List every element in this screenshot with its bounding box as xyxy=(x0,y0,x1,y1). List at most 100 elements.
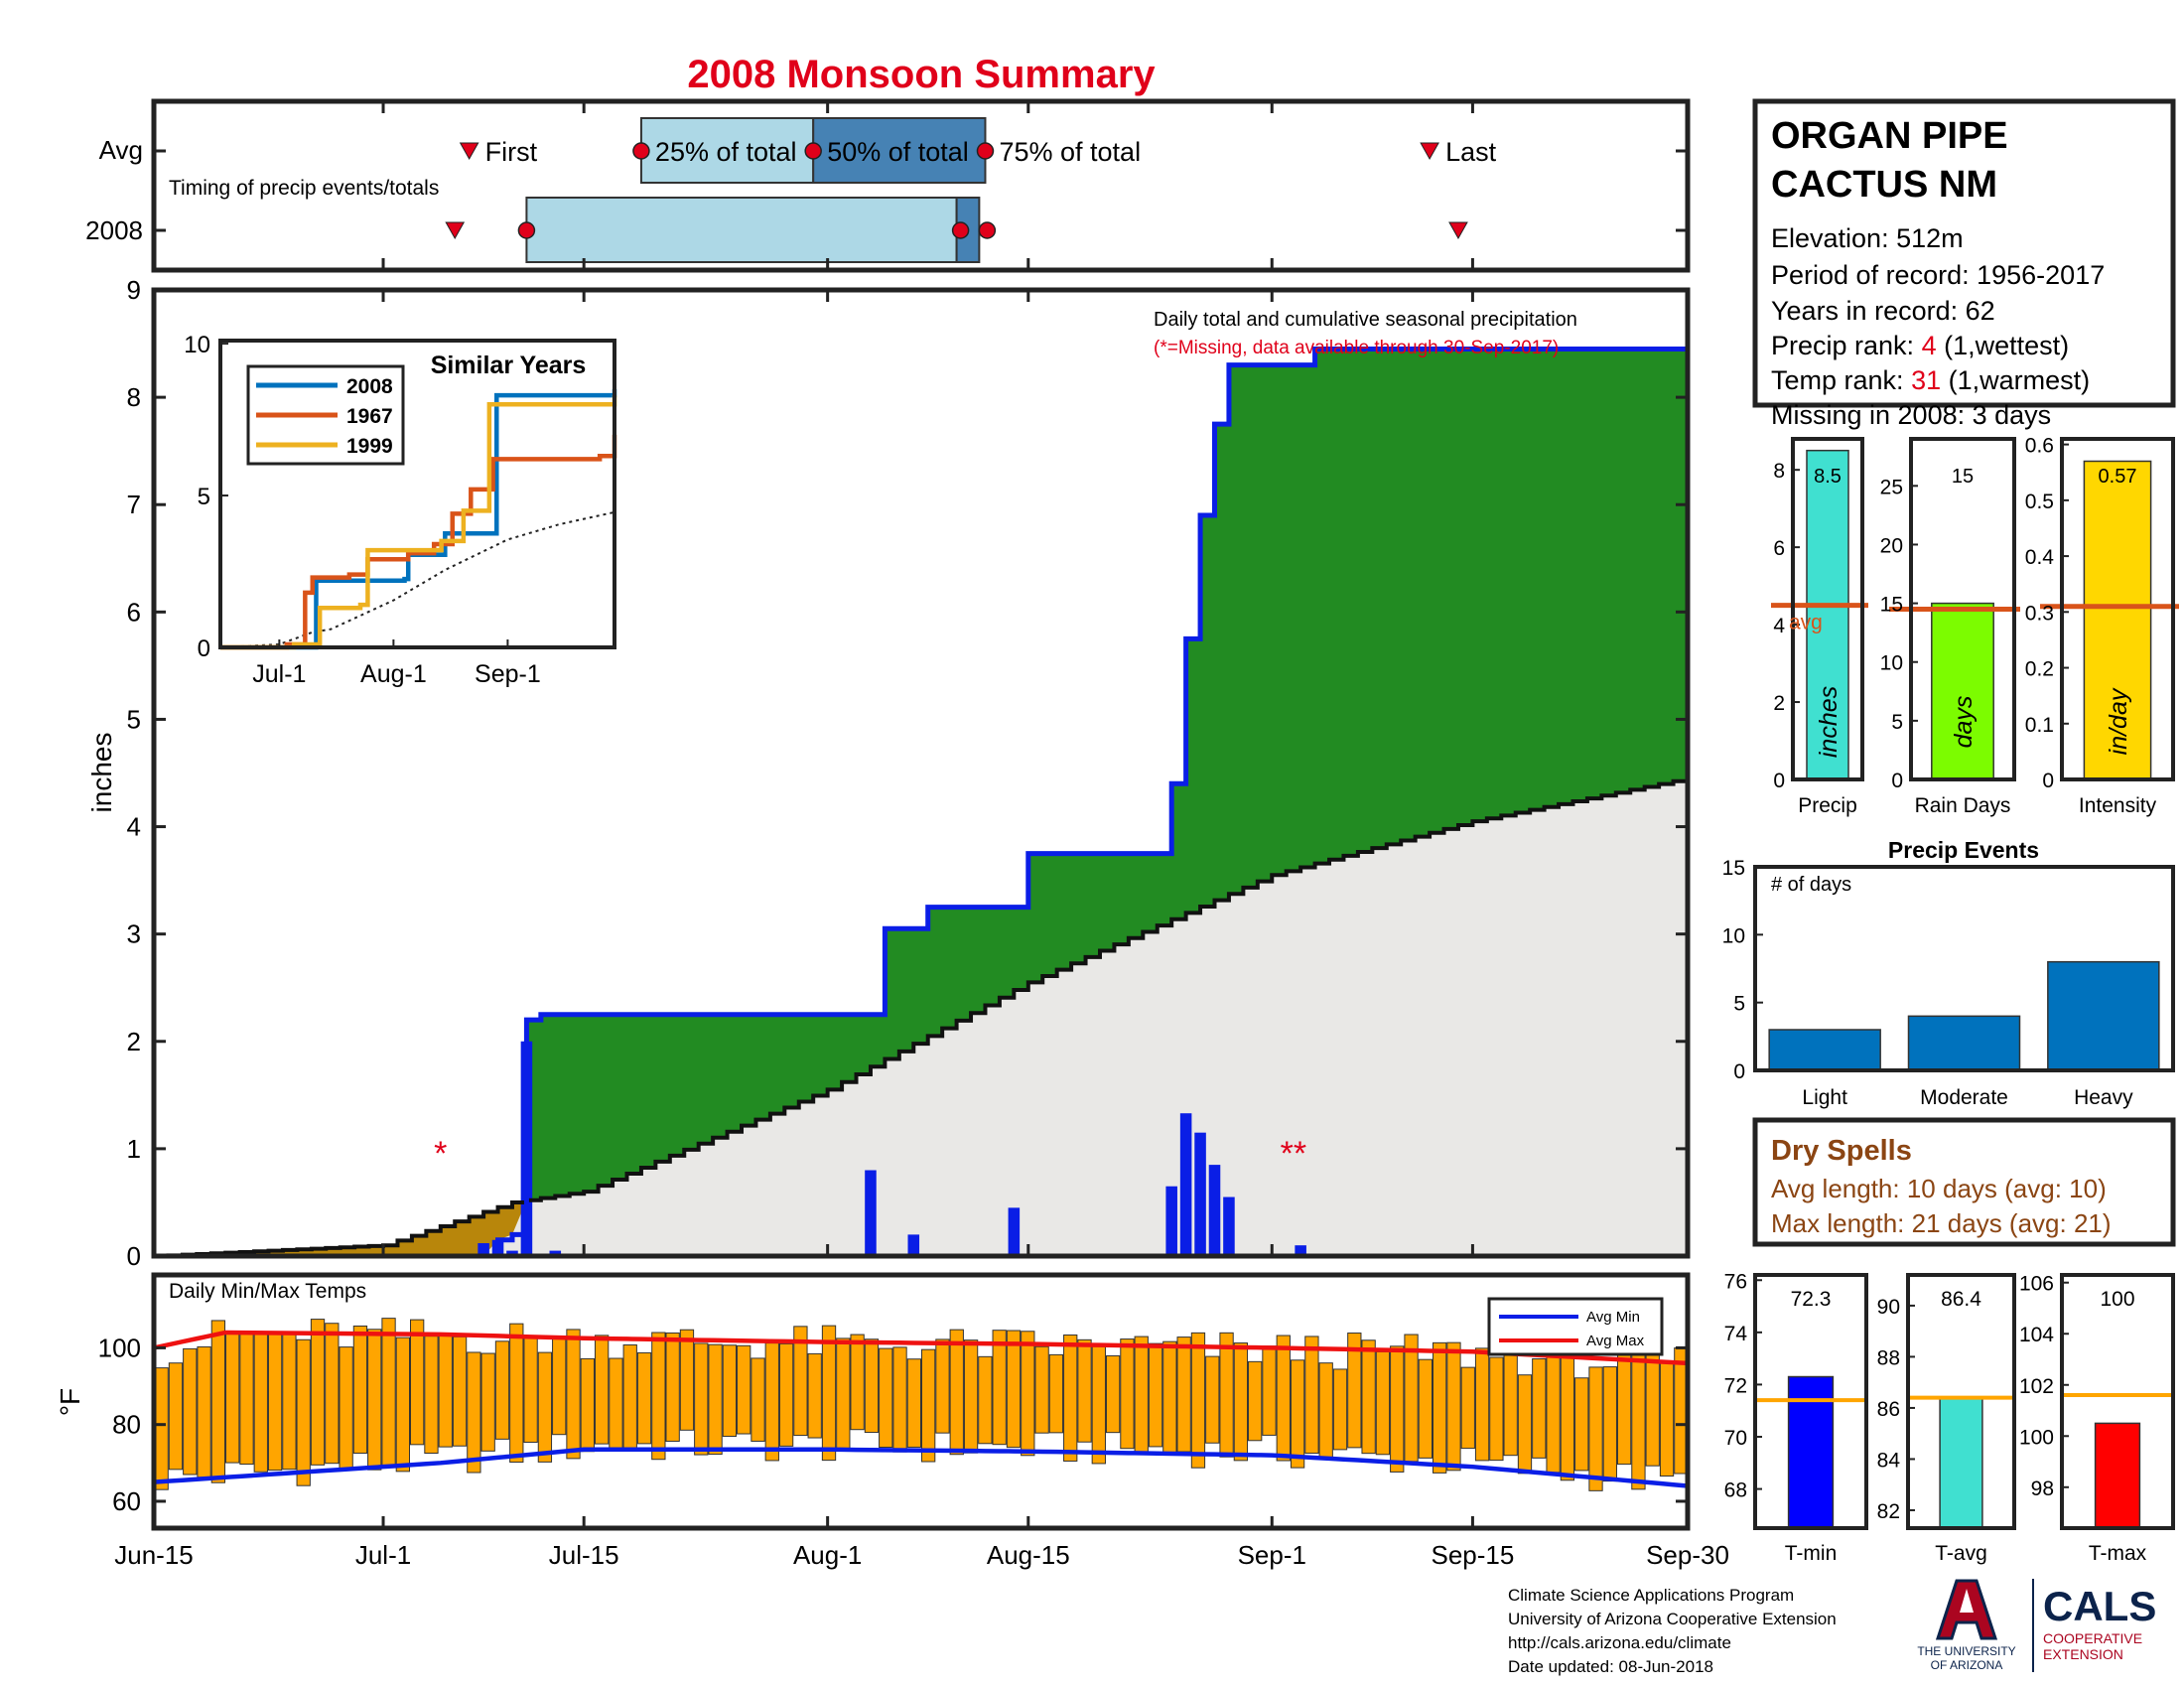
date-axis-label: Aug-1 xyxy=(793,1540,862,1570)
precip-events-ylabel: # of days xyxy=(1771,874,1851,896)
temp-ytick-label: 60 xyxy=(112,1486,141,1516)
daily-temp-bar xyxy=(523,1335,538,1443)
main-ytick-label: 2 xyxy=(127,1027,141,1056)
daily-temp-bar xyxy=(906,1358,922,1448)
avg-first-marker-icon xyxy=(459,142,479,161)
events-ytick-label: 5 xyxy=(1733,993,1745,1016)
station-elevation: Elevation: 512m xyxy=(1771,223,1964,253)
daily-temp-bar xyxy=(1574,1377,1589,1472)
inset-legend-label: 2008 xyxy=(346,375,393,398)
temp-bars xyxy=(154,1318,1689,1491)
footer: Climate Science Applications Program Uni… xyxy=(1508,1586,1837,1676)
daily-temp-bar xyxy=(1034,1345,1049,1434)
daily-temp-bar xyxy=(1361,1339,1376,1455)
temp-stat-tick-label: 102 xyxy=(2019,1375,2054,1398)
y2008-first-marker-icon xyxy=(445,221,466,240)
daily-temp-bar xyxy=(921,1348,936,1463)
daily-temp-bar xyxy=(892,1346,907,1453)
daily-temp-bar xyxy=(438,1335,453,1448)
station-info: ORGAN PIPE CACTUS NM Elevation: 512m Per… xyxy=(1752,98,2176,430)
daily-temp-bar xyxy=(1162,1340,1177,1453)
temp-ytick-label: 100 xyxy=(98,1333,141,1362)
timing-row-label-2008: 2008 xyxy=(85,215,143,245)
daily-temp-bar xyxy=(651,1332,666,1461)
main-ylabel: inches xyxy=(86,733,117,813)
timing-marks: First 25% of total 50% of total 75% of tota… xyxy=(445,137,1497,240)
mini-tick-label: 0.2 xyxy=(2025,658,2054,681)
daily-temp-bar xyxy=(1616,1346,1632,1466)
mini-tick-label: 6 xyxy=(1773,537,1785,560)
daily-temp-bar xyxy=(1091,1345,1106,1465)
mini-tick-label: 2 xyxy=(1773,692,1785,715)
timing-bars xyxy=(525,117,987,263)
daily-temp-bar xyxy=(1276,1335,1291,1462)
temp-stat-tick-label: 106 xyxy=(2019,1273,2054,1296)
main-ytick-label: 9 xyxy=(127,275,141,305)
date-axis-label: Sep-30 xyxy=(1646,1540,1729,1570)
daily-temp-bar xyxy=(1205,1355,1220,1444)
avg-last-marker-icon xyxy=(1420,142,1439,161)
avg-first-label: First xyxy=(485,137,538,167)
daily-temp-bar xyxy=(1532,1358,1547,1459)
temp-stat-tick-label: 76 xyxy=(1724,1270,1747,1293)
daily-temp-bar xyxy=(1560,1340,1575,1481)
average-cumulative-line xyxy=(154,777,1690,1258)
main-ytick-label: 6 xyxy=(127,597,141,627)
daily-temp-bar xyxy=(1233,1342,1249,1462)
mini-tick-label: 0 xyxy=(1773,770,1785,792)
cals-coop-line1: COOPERATIVE xyxy=(2043,1630,2142,1646)
temp-stat-bar xyxy=(1939,1396,1983,1529)
daily-precip-bar-3 xyxy=(506,1250,518,1256)
daily-temp-bar xyxy=(352,1325,368,1454)
avg-50-label: 50% of total xyxy=(827,137,969,167)
precip-event-bar-heavy xyxy=(2047,960,2160,1071)
avg-25-50-bar xyxy=(639,117,815,184)
daily-temp-bar xyxy=(1546,1340,1561,1474)
timing-panel: Avg 2008 Timing of precip events/totals … xyxy=(85,98,1691,273)
inset-ytick-label: 0 xyxy=(198,635,210,662)
cals-coop-line2: EXTENSION xyxy=(2043,1646,2123,1662)
temps-title: Daily Min/Max Temps xyxy=(169,1280,366,1303)
inset-legend-label: 1967 xyxy=(346,405,393,428)
avg-75-label: 75% of total xyxy=(999,137,1141,167)
daily-temp-bar xyxy=(1120,1338,1135,1450)
daily-temp-bar xyxy=(1148,1342,1163,1448)
mini-panel-rain-days: 0 5 10 15 20 25 15 days Rain Days xyxy=(1880,437,2020,817)
daily-temp-bar xyxy=(1404,1334,1419,1463)
inset-ytick-label: 10 xyxy=(184,332,210,358)
daily-temp-bar xyxy=(239,1331,254,1466)
timing-frame xyxy=(151,98,1691,273)
daily-temp-bar xyxy=(992,1330,1007,1446)
daily-precip-bar-1 xyxy=(478,1243,489,1256)
y2008-25-50-bar xyxy=(525,197,958,263)
daily-temp-bar xyxy=(1631,1342,1646,1490)
below-average-area xyxy=(154,1199,527,1256)
daily-precip-bar-11 xyxy=(1194,1132,1206,1256)
daily-temp-bar xyxy=(1602,1366,1617,1482)
mini-tick-label: 0.4 xyxy=(2025,546,2055,569)
inset-xtick-label: Sep-1 xyxy=(475,660,541,688)
daily-temp-bar xyxy=(1446,1341,1461,1472)
inset-series-1967 xyxy=(220,434,617,650)
mini-tick-label: 25 xyxy=(1880,476,1903,498)
temp-stat-tick-label: 90 xyxy=(1877,1296,1900,1319)
events-ytick-label: 15 xyxy=(1722,857,1745,880)
date-axis-label: Jul-15 xyxy=(549,1540,619,1570)
cals-wordmark: CALS xyxy=(2043,1583,2156,1629)
mini-bar-avg-label: avg xyxy=(1789,612,1823,634)
temp-stat-tick-label: 104 xyxy=(2019,1324,2054,1346)
daily-temp-bar xyxy=(1347,1333,1362,1449)
main-ytick-label: 5 xyxy=(127,704,141,734)
precip-events-title: Precip Events xyxy=(1888,837,2039,863)
avg-last-label: Last xyxy=(1445,137,1497,167)
precip-events-bars xyxy=(1768,960,2160,1071)
station-name-line2: CACTUS NM xyxy=(1771,164,1997,206)
daily-temp-bar xyxy=(694,1342,709,1456)
daily-temp-bar xyxy=(622,1343,637,1451)
mini-bar-value-label: 0.57 xyxy=(2099,466,2137,488)
station-missing: Missing in 2008: 3 days xyxy=(1771,400,2051,430)
figure-title: 2008 Monsoon Summary xyxy=(687,53,1156,96)
dry-spells-max: Max length: 21 days (avg: 21) xyxy=(1771,1208,2112,1238)
precip-events-frame xyxy=(1753,865,2175,1072)
temp-stat-panel-t-avg: 82 84 86 88 90 86.4 T-avg xyxy=(1877,1273,2016,1565)
